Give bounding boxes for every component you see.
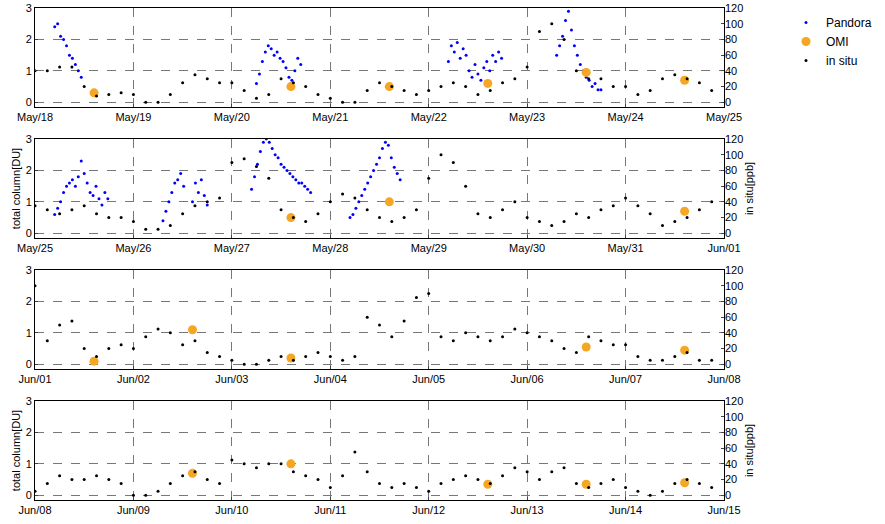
svg-text:Jun/13: Jun/13	[511, 504, 544, 516]
svg-text:100: 100	[725, 149, 743, 161]
svg-text:1: 1	[26, 327, 32, 339]
svg-text:Jun/09: Jun/09	[117, 504, 150, 516]
svg-text:40: 40	[725, 327, 737, 339]
svg-text:May/26: May/26	[115, 242, 151, 254]
svg-text:Jun/05: Jun/05	[412, 373, 445, 385]
svg-text:1: 1	[26, 65, 32, 77]
svg-text:total column[DU]: total column[DU]	[10, 410, 22, 491]
svg-text:60: 60	[725, 442, 737, 454]
svg-text:1: 1	[26, 196, 32, 208]
svg-text:May/30: May/30	[509, 242, 545, 254]
svg-text:May/18: May/18	[17, 111, 53, 123]
svg-text:May/28: May/28	[312, 242, 348, 254]
svg-text:Jun/15: Jun/15	[707, 504, 740, 516]
svg-text:May/31: May/31	[608, 242, 644, 254]
svg-text:0: 0	[26, 489, 32, 501]
svg-text:1: 1	[26, 458, 32, 470]
svg-text:May/19: May/19	[115, 111, 151, 123]
svg-text:Jun/12: Jun/12	[412, 504, 445, 516]
svg-text:Pandora: Pandora	[826, 16, 872, 30]
svg-text:Jun/07: Jun/07	[609, 373, 642, 385]
svg-text:100: 100	[725, 18, 743, 30]
svg-text:0: 0	[725, 358, 731, 370]
svg-text:May/23: May/23	[509, 111, 545, 123]
svg-text:Jun/01: Jun/01	[18, 373, 51, 385]
svg-text:Jun/04: Jun/04	[314, 373, 347, 385]
svg-text:120: 120	[725, 133, 743, 145]
svg-text:May/20: May/20	[214, 111, 250, 123]
svg-text:2: 2	[26, 164, 32, 176]
svg-text:Jun/01: Jun/01	[707, 242, 740, 254]
svg-text:May/25: May/25	[17, 242, 53, 254]
svg-text:3: 3	[26, 264, 32, 276]
svg-text:60: 60	[725, 49, 737, 61]
svg-text:40: 40	[725, 65, 737, 77]
svg-text:120: 120	[725, 395, 743, 407]
svg-text:60: 60	[725, 180, 737, 192]
svg-text:20: 20	[725, 473, 737, 485]
svg-text:60: 60	[725, 311, 737, 323]
svg-text:120: 120	[725, 264, 743, 276]
svg-text:80: 80	[725, 426, 737, 438]
svg-text:40: 40	[725, 196, 737, 208]
svg-text:0: 0	[725, 227, 731, 239]
svg-text:Jun/03: Jun/03	[215, 373, 248, 385]
svg-text:20: 20	[725, 342, 737, 354]
svg-text:total column[DU]: total column[DU]	[10, 148, 22, 229]
svg-text:20: 20	[725, 211, 737, 223]
svg-text:Jun/11: Jun/11	[314, 504, 346, 516]
svg-text:80: 80	[725, 33, 737, 45]
svg-text:0: 0	[26, 227, 32, 239]
svg-text:May/22: May/22	[411, 111, 447, 123]
svg-text:Jun/08: Jun/08	[707, 373, 740, 385]
svg-text:80: 80	[725, 295, 737, 307]
svg-text:Jun/08: Jun/08	[18, 504, 51, 516]
svg-text:2: 2	[26, 295, 32, 307]
svg-text:0: 0	[725, 489, 731, 501]
svg-text:3: 3	[26, 133, 32, 145]
svg-text:20: 20	[725, 80, 737, 92]
svg-text:0: 0	[26, 358, 32, 370]
svg-text:2: 2	[26, 33, 32, 45]
svg-text:in situ: in situ	[826, 54, 857, 68]
svg-text:May/29: May/29	[411, 242, 447, 254]
svg-text:120: 120	[725, 2, 743, 14]
svg-text:Jun/02: Jun/02	[117, 373, 150, 385]
svg-text:in situ[ppb]: in situ[ppb]	[743, 424, 755, 477]
svg-text:Jun/14: Jun/14	[609, 504, 642, 516]
svg-text:May/27: May/27	[214, 242, 250, 254]
svg-text:2: 2	[26, 426, 32, 438]
svg-text:OMI: OMI	[826, 35, 849, 49]
svg-text:80: 80	[725, 164, 737, 176]
svg-text:3: 3	[26, 2, 32, 14]
svg-text:in situ[ppb]: in situ[ppb]	[743, 162, 755, 215]
svg-text:May/25: May/25	[706, 111, 742, 123]
svg-text:0: 0	[26, 96, 32, 108]
svg-text:40: 40	[725, 458, 737, 470]
svg-text:Jun/10: Jun/10	[215, 504, 248, 516]
svg-text:3: 3	[26, 395, 32, 407]
svg-text:Jun/06: Jun/06	[511, 373, 544, 385]
svg-text:100: 100	[725, 280, 743, 292]
svg-text:100: 100	[725, 411, 743, 423]
svg-text:0: 0	[725, 96, 731, 108]
svg-text:May/24: May/24	[608, 111, 644, 123]
svg-text:May/21: May/21	[312, 111, 348, 123]
